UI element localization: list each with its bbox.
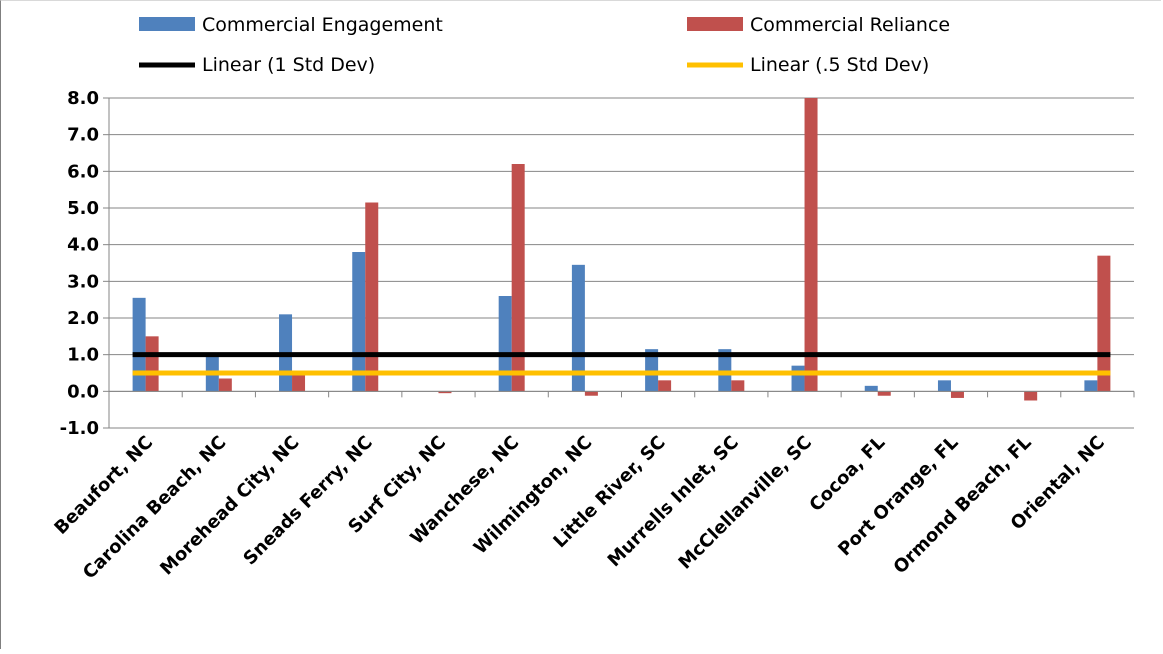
y-tick-label: -1.0	[60, 418, 99, 439]
y-tick-label: 8.0	[67, 88, 99, 109]
category-label: Port Orange, FL	[834, 432, 962, 560]
y-tick-label: 4.0	[67, 235, 99, 256]
engagement-bar	[645, 349, 659, 392]
category-label: McClellanville, SC	[675, 432, 817, 574]
reliance-bar	[292, 373, 306, 392]
reliance-bar	[658, 380, 672, 392]
reliance-bar	[584, 391, 598, 396]
reliance-bar	[731, 380, 745, 392]
reliance-bar	[1097, 255, 1111, 392]
engagement-bar	[132, 297, 146, 392]
y-tick-label: 0.0	[67, 381, 99, 402]
legend-label-halfstd: Linear (.5 Std Dev)	[750, 54, 929, 76]
category-label: Ormond Beach, FL	[890, 432, 1036, 578]
category-label: Sneads Ferry, NC	[239, 432, 376, 569]
category-label: Morehead City, NC	[156, 432, 303, 579]
reliance-bar	[804, 98, 818, 392]
plot-area: 8.07.06.05.04.03.02.01.00.0-1.0Beaufort,…	[50, 88, 1135, 583]
legend-label-1std: Linear (1 Std Dev)	[202, 54, 375, 76]
reliance-bar	[145, 336, 159, 392]
engagement-bar	[571, 264, 585, 392]
engagement-bar	[791, 365, 805, 392]
engagement-bar	[1084, 380, 1098, 392]
y-tick-label: 3.0	[67, 271, 99, 292]
engagement-bar	[864, 385, 878, 392]
reliance-bar	[218, 378, 232, 392]
legend-label-engagement: Commercial Engagement	[202, 14, 443, 36]
reliance-bar	[365, 202, 379, 392]
reliance-bar	[438, 391, 452, 394]
reliance-bar	[950, 391, 964, 398]
y-tick-label: 5.0	[67, 198, 99, 219]
reliance-bar	[1024, 391, 1038, 401]
engagement-bar	[718, 349, 732, 392]
y-tick-label: 2.0	[67, 308, 99, 329]
legend-label-reliance: Commercial Reliance	[750, 14, 950, 36]
reliance-bar	[877, 391, 891, 396]
legend: Commercial Engagement Commercial Relianc…	[139, 14, 950, 76]
y-tick-label: 7.0	[67, 125, 99, 146]
y-tick-label: 1.0	[67, 345, 99, 366]
legend-swatch-reliance	[687, 17, 743, 31]
engagement-bar	[937, 380, 951, 392]
category-label: Carolina Beach, NC	[79, 432, 230, 583]
engagement-bar	[352, 252, 366, 392]
legend-swatch-engagement	[139, 17, 195, 31]
category-label: Murrells Inlet, SC	[604, 432, 743, 571]
reliance-bar	[511, 164, 525, 392]
y-tick-label: 6.0	[67, 161, 99, 182]
engagement-bar	[498, 296, 512, 392]
